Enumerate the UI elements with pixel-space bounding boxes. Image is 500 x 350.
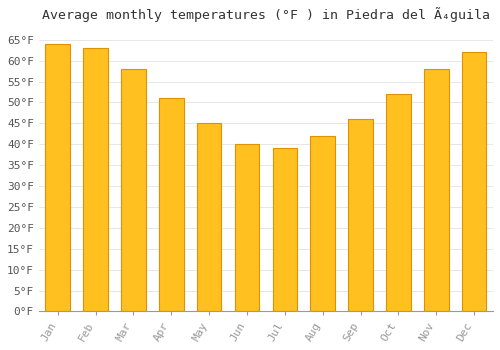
Bar <box>462 52 486 312</box>
Bar <box>197 124 222 312</box>
Bar <box>386 94 410 312</box>
Bar <box>84 48 108 312</box>
Bar <box>348 119 373 312</box>
Bar <box>159 98 184 312</box>
Bar <box>46 44 70 312</box>
Title: Average monthly temperatures (°F ) in Piedra del Ã₄guila: Average monthly temperatures (°F ) in Pi… <box>42 7 490 22</box>
Bar <box>234 144 260 312</box>
Bar <box>272 148 297 312</box>
Bar <box>424 69 448 312</box>
Bar <box>121 69 146 312</box>
Bar <box>310 136 335 312</box>
